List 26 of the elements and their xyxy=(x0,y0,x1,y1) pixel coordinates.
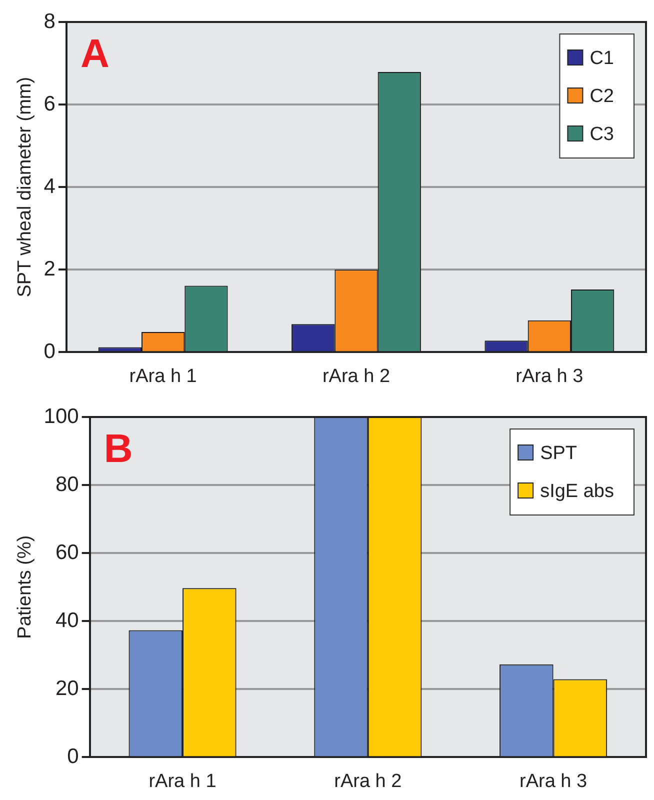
chart-title: A xyxy=(80,32,110,76)
y-tick-label: 0 xyxy=(67,744,79,768)
y-tick-label: 6 xyxy=(44,92,56,116)
x-tick-label: rAra h 3 xyxy=(520,770,588,792)
y-tick-label: 40 xyxy=(55,608,79,632)
y-tick-label: 0 xyxy=(44,340,56,363)
y-tick-label: 100 xyxy=(44,404,79,428)
y-tick-label: 4 xyxy=(44,174,56,198)
x-tick-label: rAra h 1 xyxy=(129,366,197,387)
legend-label: C3 xyxy=(590,124,614,146)
y-tick-label: 8 xyxy=(44,10,56,33)
x-tick-label: rAra h 3 xyxy=(516,366,584,387)
y-axis-title: Patients (%) xyxy=(14,535,36,639)
x-tick-label: rAra h 2 xyxy=(334,770,402,792)
legend-label: C1 xyxy=(590,48,614,70)
y-tick-label: 60 xyxy=(55,540,79,564)
legend-label: C2 xyxy=(590,86,614,108)
y-tick-label: 2 xyxy=(44,257,56,280)
chart-title: B xyxy=(104,427,133,472)
legend-label: SPT xyxy=(540,443,578,464)
x-tick-label: rAra h 2 xyxy=(322,366,390,387)
legend-label: sIgE abs xyxy=(540,481,614,502)
y-tick-label: 20 xyxy=(55,676,79,700)
y-axis-title: SPT wheal diameter (mm) xyxy=(14,76,36,298)
y-tick-label: 80 xyxy=(55,472,79,496)
x-tick-label: rAra h 1 xyxy=(148,770,216,792)
